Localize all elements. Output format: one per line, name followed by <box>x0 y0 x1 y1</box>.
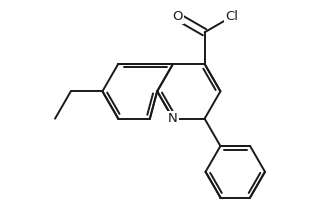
Text: Cl: Cl <box>226 10 238 23</box>
Text: O: O <box>172 10 182 23</box>
Text: N: N <box>168 112 178 125</box>
